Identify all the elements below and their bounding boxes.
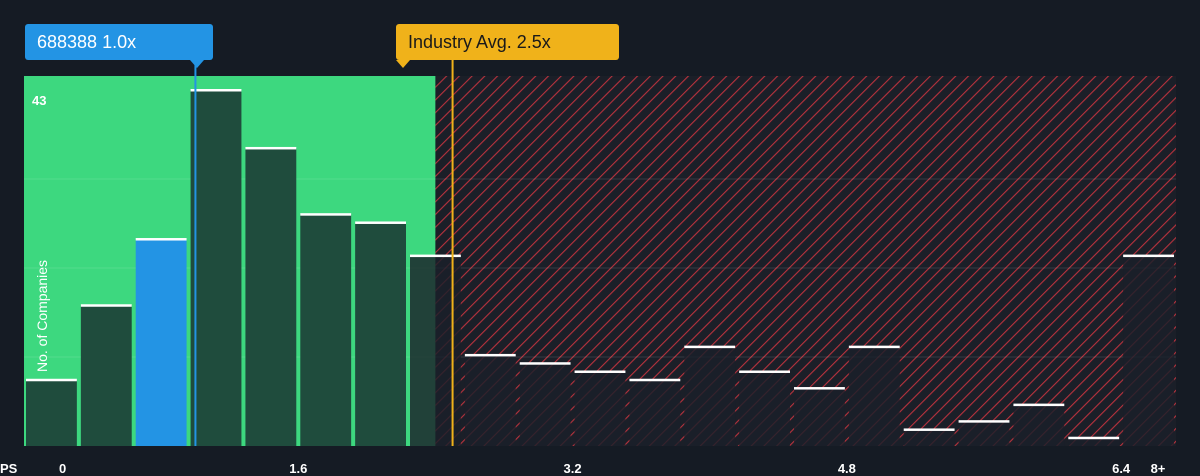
histogram-bar-7 xyxy=(355,222,406,446)
histogram-bar-20 xyxy=(1068,437,1120,446)
histogram-bar-top-15 xyxy=(794,387,845,390)
x-tick-label-5: 6.4 xyxy=(1112,461,1131,476)
histogram-bar-top-16 xyxy=(848,345,900,349)
company-ps-callout: 688388 1.0x xyxy=(25,24,213,60)
histogram-bar-top-20 xyxy=(1068,436,1120,440)
company-callout-pointer xyxy=(190,60,204,68)
histogram-bar-top-18 xyxy=(958,420,1010,423)
histogram-bar-21 xyxy=(1123,255,1174,446)
histogram-bar-top-4 xyxy=(190,89,242,92)
histogram-bar-2 xyxy=(80,305,132,446)
histogram-bar-1 xyxy=(26,379,77,446)
histogram-bar-14 xyxy=(739,371,790,446)
histogram-bar-top-13 xyxy=(684,345,736,349)
histogram-bar-top-10 xyxy=(519,362,571,365)
histogram-bar-top-6 xyxy=(300,213,352,216)
y-axis-title: No. of Companies xyxy=(34,260,50,372)
histogram-bar-17 xyxy=(903,429,955,446)
x-tick-label-6: 8+ xyxy=(1151,461,1166,476)
histogram-bar-5 xyxy=(245,147,297,446)
x-axis-title: PS xyxy=(0,461,18,476)
histogram-bar-16 xyxy=(848,346,900,446)
histogram-bar-13 xyxy=(684,346,736,446)
x-tick-label-4: 4.8 xyxy=(838,461,856,476)
histogram-bar-15 xyxy=(794,388,845,446)
x-tick-label-2: 1.6 xyxy=(289,461,307,476)
histogram-bar-3 xyxy=(135,239,187,446)
x-tick-label-1: 0 xyxy=(59,461,66,476)
industry-average-callout: Industry Avg. 2.5x xyxy=(396,24,619,60)
histogram-bar-top-3 xyxy=(135,238,187,241)
histogram-bar-top-9 xyxy=(464,353,516,357)
histogram-bar-top-8 xyxy=(410,254,461,258)
y-axis-max-label: 43 xyxy=(32,93,46,108)
histogram-bar-12 xyxy=(629,379,681,446)
industry-callout-pointer xyxy=(396,60,410,68)
histogram-bar-top-14 xyxy=(739,370,790,373)
histogram-bar-11 xyxy=(574,371,626,446)
histogram-bar-top-17 xyxy=(903,428,955,431)
histogram-bar-top-7 xyxy=(355,221,406,224)
histogram-bar-top-5 xyxy=(245,146,297,150)
histogram-bar-4 xyxy=(190,90,242,446)
histogram-bar-19 xyxy=(1013,404,1065,446)
histogram-bar-top-1 xyxy=(26,378,77,382)
histogram-bar-18 xyxy=(958,421,1010,446)
histogram-bar-top-11 xyxy=(574,370,626,373)
histogram-bar-6 xyxy=(300,214,352,446)
histogram-bar-top-19 xyxy=(1013,403,1065,407)
histogram-bar-top-12 xyxy=(629,378,681,382)
histogram-bar-9 xyxy=(464,354,516,446)
histogram-bar-top-21 xyxy=(1123,254,1174,258)
x-tick-label-3: 3.2 xyxy=(564,461,582,476)
histogram-bar-top-2 xyxy=(80,304,132,307)
histogram-bar-10 xyxy=(519,363,571,446)
